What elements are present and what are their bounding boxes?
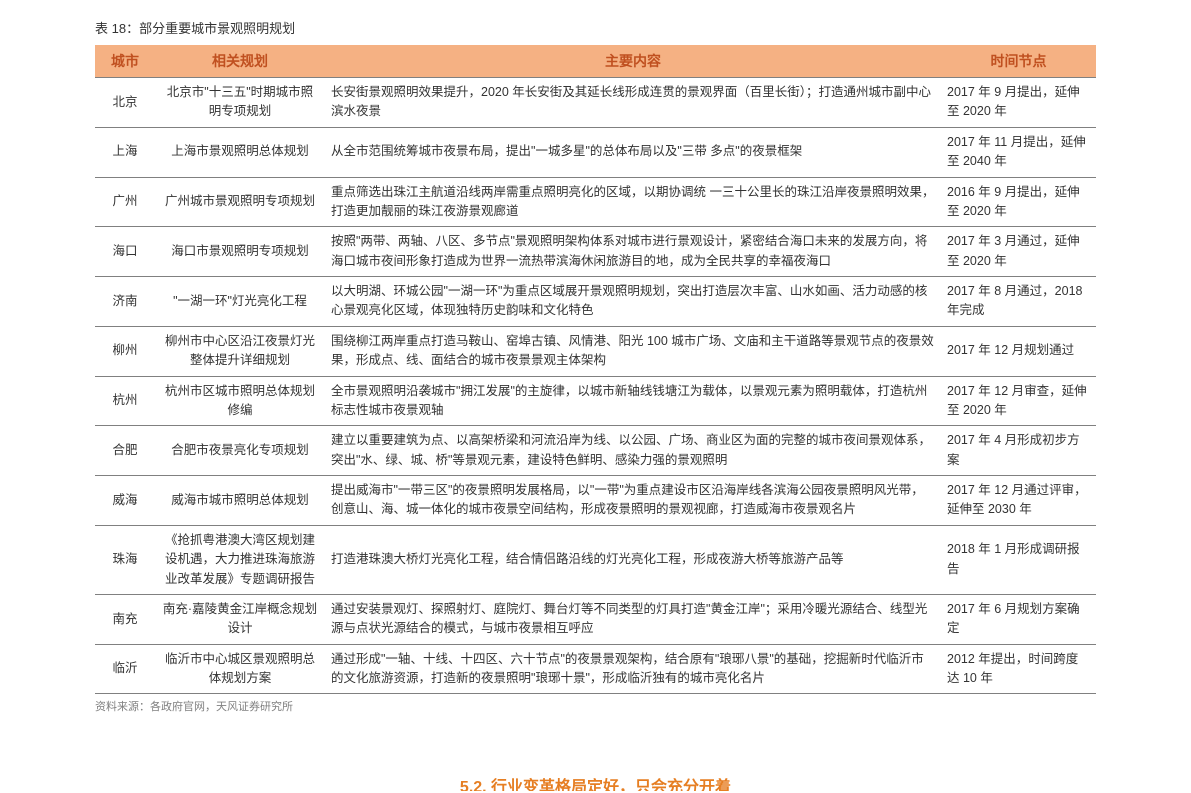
cell-city: 济南 [95,277,155,327]
cell-time: 2012 年提出，时间跨度达 10 年 [941,644,1096,694]
cell-time: 2017 年 6 月规划方案确定 [941,594,1096,644]
cell-time: 2016 年 9 月提出，延伸至 2020 年 [941,177,1096,227]
table-row: 杭州杭州市区城市照明总体规划修编全市景观照明沿袭城市"拥江发展"的主旋律，以城市… [95,376,1096,426]
header-city: 城市 [95,45,155,78]
cell-city: 上海 [95,127,155,177]
cell-content: 从全市范围统筹城市夜景布局，提出"一城多星"的总体布局以及"三带 多点"的夜景框… [325,127,941,177]
cell-plan: 广州城市景观照明专项规划 [155,177,325,227]
cell-city: 柳州 [95,326,155,376]
table-row: 临沂临沂市中心城区景观照明总体规划方案通过形成"一轴、十线、十四区、六十节点"的… [95,644,1096,694]
cell-content: 通过安装景观灯、探照射灯、庭院灯、舞台灯等不同类型的灯具打造"黄金江岸"；采用冷… [325,594,941,644]
cell-content: 提出威海市"一带三区"的夜景照明发展格局，以"一带"为重点建设市区沿海岸线各滨海… [325,476,941,526]
header-content: 主要内容 [325,45,941,78]
cell-city: 威海 [95,476,155,526]
cell-plan: 北京市"十三五"时期城市照明专项规划 [155,78,325,128]
cell-content: 重点筛选出珠江主航道沿线两岸需重点照明亮化的区域，以期协调统 一三十公里长的珠江… [325,177,941,227]
cell-time: 2017 年 8 月通过，2018 年完成 [941,277,1096,327]
cell-city: 合肥 [95,426,155,476]
table-title: 表 18：部分重要城市景观照明规划 [95,18,1096,37]
source-note: 资料来源：各政府官网，天风证券研究所 [95,698,1096,714]
cell-time: 2017 年 9 月提出，延伸至 2020 年 [941,78,1096,128]
table-row: 南充南充·嘉陵黄金江岸概念规划设计通过安装景观灯、探照射灯、庭院灯、舞台灯等不同… [95,594,1096,644]
table-row: 广州广州城市景观照明专项规划重点筛选出珠江主航道沿线两岸需重点照明亮化的区域，以… [95,177,1096,227]
table-header-row: 城市 相关规划 主要内容 时间节点 [95,45,1096,78]
cell-content: 按照"两带、两轴、八区、多节点"景观照明架构体系对城市进行景观设计，紧密结合海口… [325,227,941,277]
cell-city: 海口 [95,227,155,277]
table-row: 珠海《抢抓粤港澳大湾区规划建设机遇，大力推进珠海旅游业改革发展》专题调研报告打造… [95,525,1096,594]
cell-plan: 《抢抓粤港澳大湾区规划建设机遇，大力推进珠海旅游业改革发展》专题调研报告 [155,525,325,594]
table-row: 海口海口市景观照明专项规划按照"两带、两轴、八区、多节点"景观照明架构体系对城市… [95,227,1096,277]
table-row: 济南"一湖一环"灯光亮化工程以大明湖、环城公园"一湖一环"为重点区域展开景观照明… [95,277,1096,327]
table-row: 上海上海市景观照明总体规划从全市范围统筹城市夜景布局，提出"一城多星"的总体布局… [95,127,1096,177]
cell-city: 北京 [95,78,155,128]
cell-content: 以大明湖、环城公园"一湖一环"为重点区域展开景观照明规划，突出打造层次丰富、山水… [325,277,941,327]
cell-city: 杭州 [95,376,155,426]
cell-content: 建立以重要建筑为点、以高架桥梁和河流沿岸为线、以公园、广场、商业区为面的完整的城… [325,426,941,476]
cell-time: 2017 年 4 月形成初步方案 [941,426,1096,476]
cell-plan: 合肥市夜景亮化专项规划 [155,426,325,476]
cell-plan: 柳州市中心区沿江夜景灯光整体提升详细规划 [155,326,325,376]
cell-plan: 南充·嘉陵黄金江岸概念规划设计 [155,594,325,644]
cell-content: 通过形成"一轴、十线、十四区、六十节点"的夜景景观架构，结合原有"琅琊八景"的基… [325,644,941,694]
table-row: 柳州柳州市中心区沿江夜景灯光整体提升详细规划围绕柳江两岸重点打造马鞍山、窑埠古镇… [95,326,1096,376]
cell-city: 广州 [95,177,155,227]
cell-plan: 威海市城市照明总体规划 [155,476,325,526]
cell-city: 南充 [95,594,155,644]
cell-content: 全市景观照明沿袭城市"拥江发展"的主旋律，以城市新轴线钱塘江为载体，以景观元素为… [325,376,941,426]
table-row: 威海威海市城市照明总体规划提出威海市"一带三区"的夜景照明发展格局，以"一带"为… [95,476,1096,526]
cell-content: 长安街景观照明效果提升，2020 年长安街及其延长线形成连贯的景观界面（百里长街… [325,78,941,128]
cell-plan: 上海市景观照明总体规划 [155,127,325,177]
table-row: 合肥合肥市夜景亮化专项规划建立以重要建筑为点、以高架桥梁和河流沿岸为线、以公园、… [95,426,1096,476]
cell-content: 围绕柳江两岸重点打造马鞍山、窑埠古镇、风情港、阳光 100 城市广场、文庙和主干… [325,326,941,376]
cell-time: 2017 年 12 月规划通过 [941,326,1096,376]
cell-plan: 杭州市区城市照明总体规划修编 [155,376,325,426]
cell-time: 2018 年 1 月形成调研报告 [941,525,1096,594]
cell-city: 珠海 [95,525,155,594]
bottom-fragment: 5.2. 行业变革格局定好，只会充分开着 [0,773,1191,791]
cell-time: 2017 年 12 月通过评审，延伸至 2030 年 [941,476,1096,526]
table-row: 北京北京市"十三五"时期城市照明专项规划长安街景观照明效果提升，2020 年长安… [95,78,1096,128]
cell-content: 打造港珠澳大桥灯光亮化工程，结合情侣路沿线的灯光亮化工程，形成夜游大桥等旅游产品… [325,525,941,594]
header-time: 时间节点 [941,45,1096,78]
header-plan: 相关规划 [155,45,325,78]
cell-city: 临沂 [95,644,155,694]
cell-plan: 海口市景观照明专项规划 [155,227,325,277]
cell-plan: "一湖一环"灯光亮化工程 [155,277,325,327]
lighting-plan-table: 城市 相关规划 主要内容 时间节点 北京北京市"十三五"时期城市照明专项规划长安… [95,45,1096,694]
cell-plan: 临沂市中心城区景观照明总体规划方案 [155,644,325,694]
cell-time: 2017 年 3 月通过，延伸至 2020 年 [941,227,1096,277]
cell-time: 2017 年 12 月审查，延伸至 2020 年 [941,376,1096,426]
cell-time: 2017 年 11 月提出，延伸至 2040 年 [941,127,1096,177]
